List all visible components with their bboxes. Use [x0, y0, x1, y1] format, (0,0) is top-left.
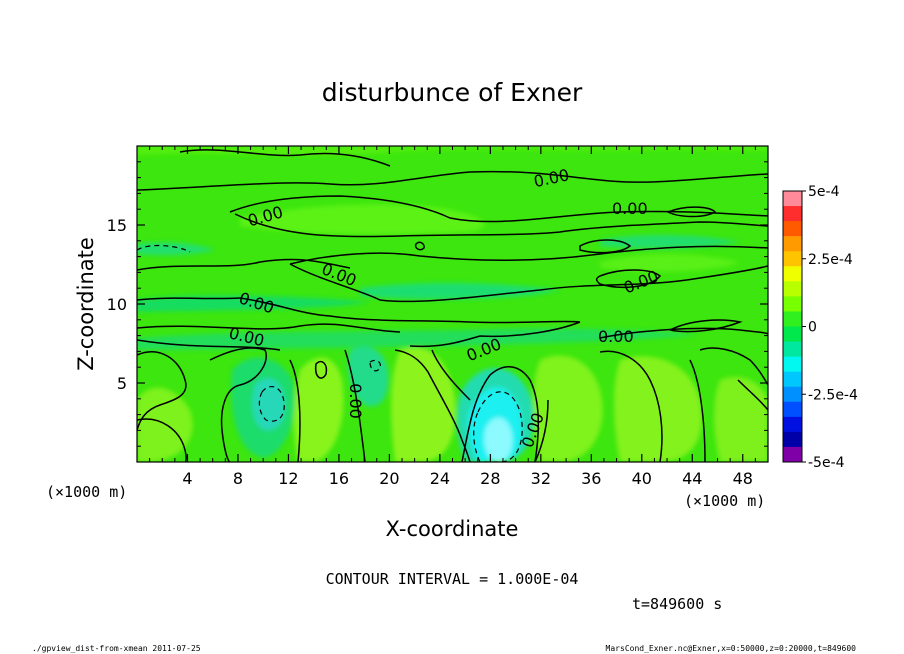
colorbar-cell: [783, 446, 802, 463]
colorbar-cell: [783, 311, 802, 327]
colorbar-cell: [783, 236, 802, 252]
contour-label: 0.00: [346, 383, 365, 419]
y-tick-label: 15: [107, 216, 127, 235]
colorbar-cell: [783, 386, 802, 403]
colorbar-label: 2.5e-4: [808, 252, 853, 268]
x-tick-label: 44: [682, 469, 702, 488]
x-unit-label: (×1000 m): [684, 492, 765, 510]
colorbar-cell: [783, 281, 802, 297]
colorbar-cell: [783, 416, 802, 433]
x-tick-label: 24: [430, 469, 450, 488]
y-axis-label: Z-coordinate: [74, 237, 98, 371]
colorbar-cell: [783, 326, 802, 343]
x-tick-label: 36: [581, 469, 601, 488]
chart-title: disturbunce of Exner: [322, 78, 583, 107]
colorbar-label: 5e-4: [808, 184, 840, 200]
x-axis-label: X-coordinate: [386, 517, 519, 541]
colorbar-cell: [783, 371, 802, 388]
plot-area: 0.00 0.00 0.00 0.00 0.00 0.00 0.00 0.00 …: [137, 146, 768, 462]
colorbar-label: -5e-4: [808, 455, 845, 471]
colorbar: 5e-4 2.5e-4 0 -2.5e-4 -5e-4: [782, 184, 858, 471]
x-tick-label: 40: [632, 469, 652, 488]
x-tick-label: 4: [182, 469, 192, 488]
colorbar-cell: [783, 191, 802, 207]
x-tick-label: 20: [379, 469, 399, 488]
x-tick-label: 12: [278, 469, 298, 488]
x-tick-label: 32: [531, 469, 551, 488]
colorbar-cell: [783, 296, 802, 312]
y-axis-ticks: 5 10 15: [107, 161, 768, 447]
colorbar-cell: [783, 251, 802, 267]
colorbar-cell: [783, 401, 802, 418]
colorbar-cell: [783, 341, 802, 358]
y-tick-label: 5: [117, 374, 127, 393]
colorbar-cell: [783, 356, 802, 373]
colorbar-cell: [783, 431, 802, 448]
contour-label: 0.00: [612, 199, 648, 218]
x-tick-label: 48: [733, 469, 753, 488]
x-tick-label: 16: [329, 469, 349, 488]
colorbar-cell: [783, 266, 802, 282]
x-axis-ticks: 4 8 12 16 20 24 28 32 36 40 44 48: [149, 146, 756, 488]
colorbar-label: -2.5e-4: [808, 387, 858, 403]
contour-label: 0.00: [598, 327, 634, 346]
footer-right: MarsCond_Exner.nc@Exner,x=0:50000,z=0:20…: [606, 644, 857, 653]
contour-interval-text: CONTOUR INTERVAL = 1.000E-04: [326, 570, 579, 588]
colorbar-cell: [783, 221, 802, 237]
colorbar-label: 0: [808, 320, 817, 336]
footer-left: ./gpview_dist-from-xmean 2011-07-25: [32, 644, 201, 653]
x-tick-label: 28: [480, 469, 500, 488]
x-tick-label: 8: [233, 469, 243, 488]
z-unit-label: (×1000 m): [46, 483, 127, 501]
y-tick-label: 10: [107, 295, 127, 314]
time-text: t=849600 s: [632, 595, 722, 613]
colorbar-cell: [783, 206, 802, 222]
